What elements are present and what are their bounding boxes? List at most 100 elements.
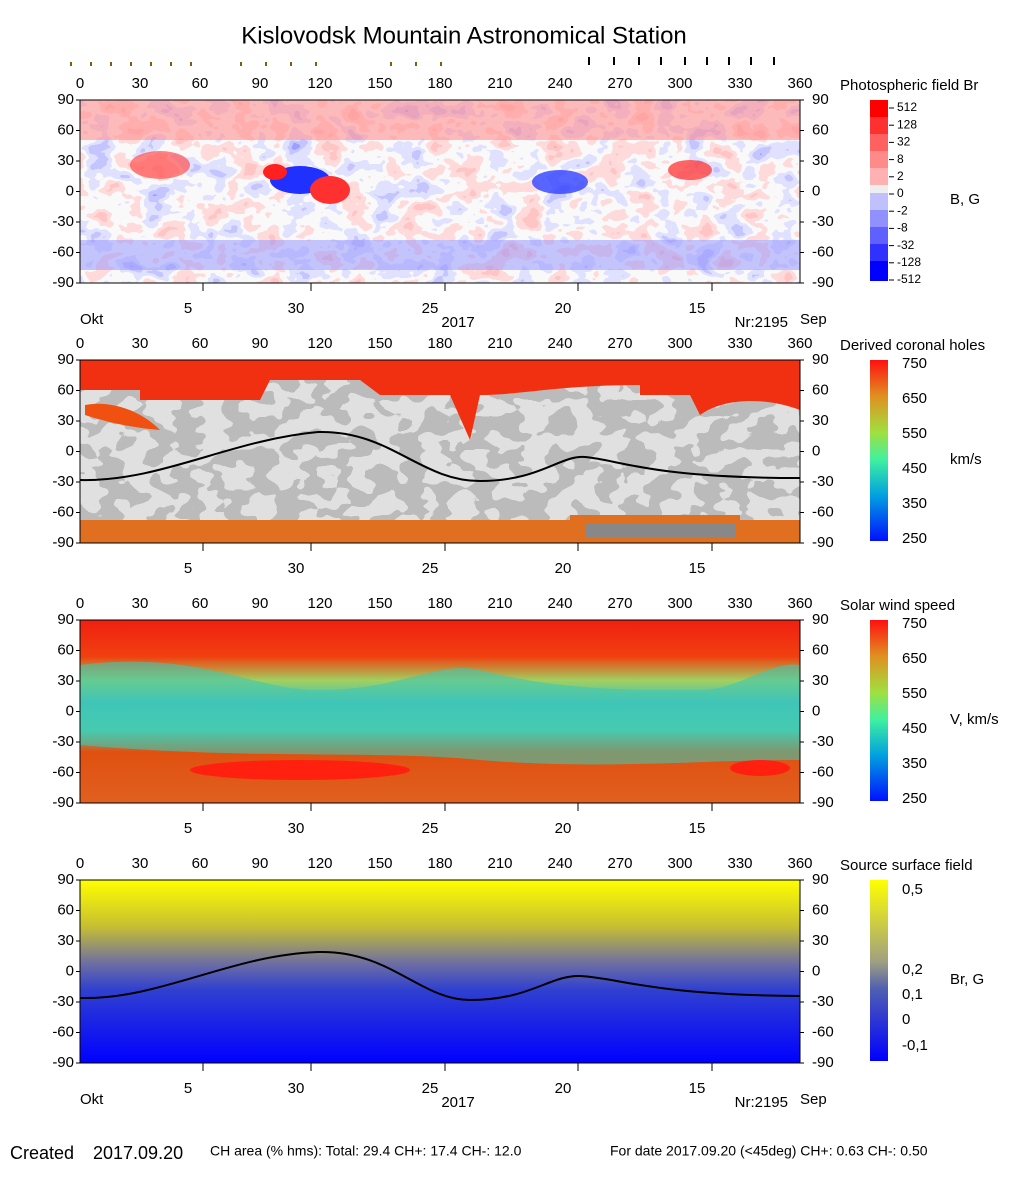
lon-tick-label: 240: [547, 335, 572, 352]
top-mark: [440, 62, 442, 66]
date-tick-label: 15: [689, 300, 706, 317]
rotation: Nr:2195: [735, 314, 788, 331]
colorbar-tick-label: 750: [902, 355, 927, 372]
lat-tick-label: 0: [812, 442, 820, 459]
created-label: Created: [10, 1143, 74, 1163]
lon-tick-label: 30: [132, 595, 149, 612]
lat-tick-label: 30: [57, 152, 74, 169]
lon-tick-label: 210: [487, 75, 512, 92]
lon-tick-label: 210: [487, 855, 512, 872]
top-mark: [660, 57, 662, 65]
colorbar-tick-label: -0,1: [902, 1037, 928, 1054]
lat-tick-label: 60: [812, 381, 829, 398]
lat-tick-label: -30: [52, 733, 74, 750]
panel-title: Photospheric field Br: [840, 77, 978, 94]
colorbar-tick-label: -512: [897, 272, 921, 286]
lon-tick-label: 90: [252, 855, 269, 872]
top-mark: [390, 62, 392, 66]
lon-tick-label: 210: [487, 595, 512, 612]
colorbar-tick-label: 550: [902, 425, 927, 442]
lon-tick-label: 360: [787, 595, 812, 612]
top-mark: [240, 62, 242, 66]
date-tick-label: 5: [184, 820, 192, 837]
lat-tick-label: -30: [812, 733, 834, 750]
lat-tick-label: 0: [66, 702, 74, 719]
lat-tick-label: -60: [812, 503, 834, 520]
lon-tick-label: 30: [132, 75, 149, 92]
date-tick-label: 25: [422, 1080, 439, 1097]
lon-tick-label: 0: [76, 855, 84, 872]
lat-tick-label: -60: [812, 763, 834, 780]
date-tick-label: 30: [288, 560, 305, 577]
top-mark: [90, 62, 92, 66]
lon-tick-label: 180: [427, 855, 452, 872]
lon-tick-label: 240: [547, 595, 572, 612]
lon-tick-label: 150: [367, 855, 392, 872]
lat-tick-label: 0: [812, 962, 820, 979]
lat-tick-label: 30: [812, 932, 829, 949]
colorbar-tick-label: 750: [902, 615, 927, 632]
lon-tick-label: 300: [667, 335, 692, 352]
lat-tick-label: 60: [57, 381, 74, 398]
lat-tick-label: 60: [812, 641, 829, 658]
coronal-holes-map: [79, 360, 801, 543]
lat-tick-label: 0: [66, 442, 74, 459]
colorbar-tick-label: 450: [902, 720, 927, 737]
lon-tick-label: 0: [76, 595, 84, 612]
lat-tick-label: -30: [52, 213, 74, 230]
lon-tick-label: 30: [132, 335, 149, 352]
lon-tick-label: 30: [132, 855, 149, 872]
lat-tick-label: 90: [57, 91, 74, 108]
lat-tick-label: 90: [812, 351, 829, 368]
colorbar-tick-label: 350: [902, 495, 927, 512]
lon-tick-label: 90: [252, 335, 269, 352]
lat-tick-label: 0: [66, 182, 74, 199]
lon-tick-label: 150: [367, 335, 392, 352]
month-end: Sep: [800, 311, 827, 328]
colorbar-tick-label: 32: [897, 135, 911, 149]
date-tick-label: 30: [288, 1080, 305, 1097]
lon-tick-label: 0: [76, 75, 84, 92]
lon-tick-label: 120: [307, 855, 332, 872]
lon-tick-label: 60: [192, 75, 209, 92]
lat-tick-label: 30: [57, 672, 74, 689]
photospheric-map: [80, 100, 800, 283]
colorbar-tick-label: -128: [897, 255, 921, 269]
lat-tick-label: -60: [52, 243, 74, 260]
lon-tick-label: 60: [192, 335, 209, 352]
date-tick-label: 20: [555, 300, 572, 317]
lat-tick-label: 0: [812, 182, 820, 199]
colorbar-unit: B, G: [950, 191, 980, 208]
top-mark: [265, 62, 267, 66]
solar-wind-map: [80, 620, 800, 803]
lat-tick-label: -60: [812, 1023, 834, 1040]
top-mark: [70, 62, 72, 66]
lon-tick-label: 270: [607, 855, 632, 872]
colorbar-2: [870, 360, 888, 541]
top-mark: [706, 57, 708, 65]
date-tick-label: 5: [184, 300, 192, 317]
lat-tick-label: -60: [52, 503, 74, 520]
colorbar-tick-label: 450: [902, 460, 927, 477]
colorbar-tick-label: 0,2: [902, 961, 923, 978]
lon-tick-label: 90: [252, 595, 269, 612]
year: 2017: [441, 1094, 474, 1111]
lat-tick-label: -30: [812, 473, 834, 490]
colorbar-unit: Br, G: [950, 971, 984, 988]
top-mark: [110, 62, 112, 66]
lat-tick-label: 60: [57, 901, 74, 918]
lat-tick-label: -30: [812, 213, 834, 230]
top-mark: [130, 62, 132, 66]
top-mark: [684, 57, 686, 65]
lon-tick-label: 360: [787, 855, 812, 872]
lat-tick-label: 60: [57, 121, 74, 138]
lat-tick-label: -30: [812, 993, 834, 1010]
lon-tick-label: 180: [427, 335, 452, 352]
lon-tick-label: 300: [667, 75, 692, 92]
lon-tick-label: 0: [76, 335, 84, 352]
lon-tick-label: 210: [487, 335, 512, 352]
lon-tick-label: 300: [667, 595, 692, 612]
month-start: Okt: [80, 1091, 104, 1108]
colorbar-tick-label: 350: [902, 755, 927, 772]
lon-tick-label: 330: [727, 75, 752, 92]
